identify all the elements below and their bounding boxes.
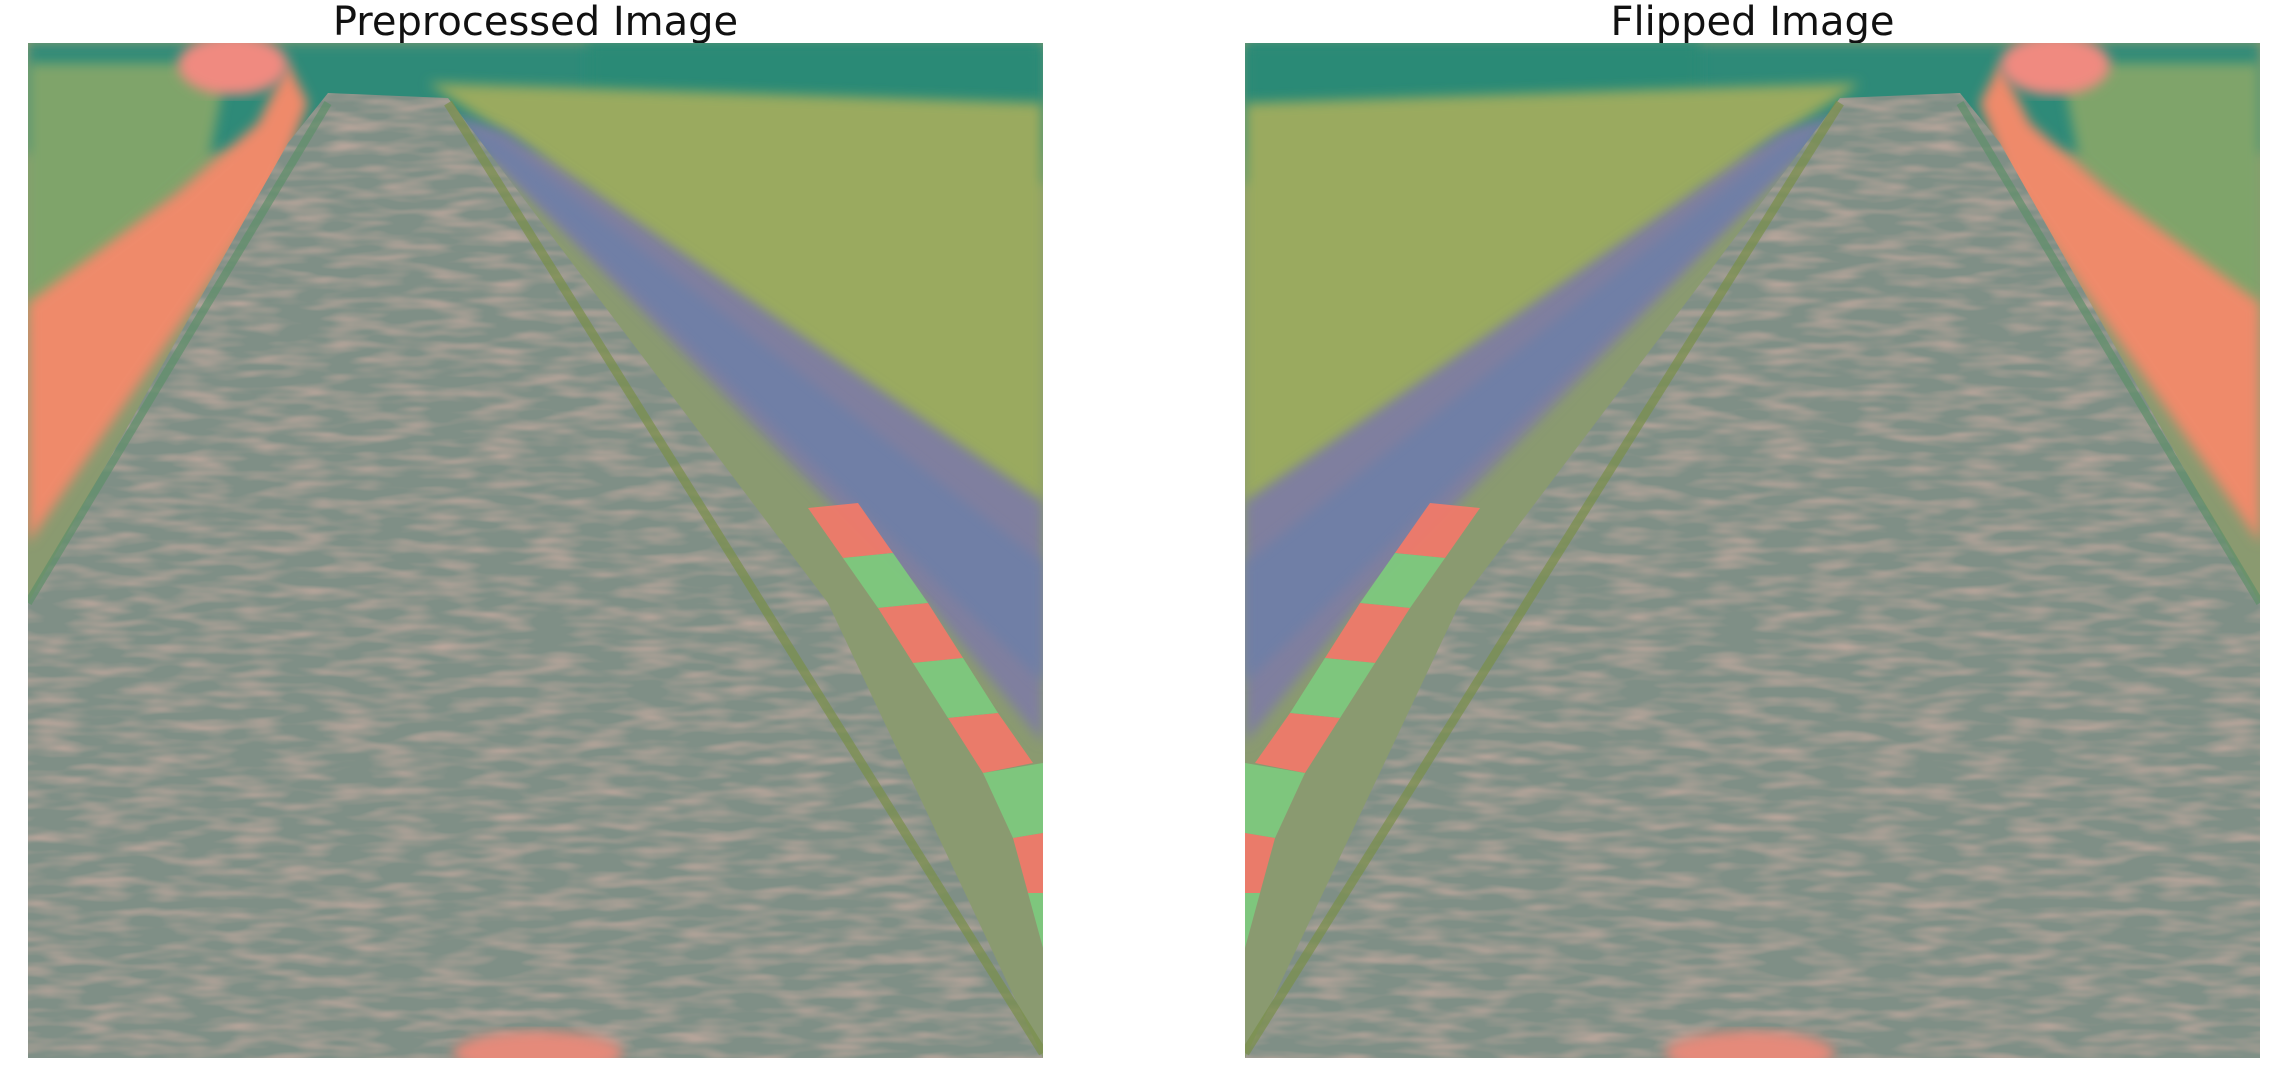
preprocessed-image: [28, 43, 1043, 1058]
flipped-title: Flipped Image: [1610, 0, 1895, 45]
road-scene-image-flipped: [1245, 43, 2260, 1058]
flipped-image: [1245, 43, 2260, 1058]
preprocessed-title: Preprocessed Image: [332, 0, 739, 45]
road-scene-image: [28, 43, 1043, 1058]
